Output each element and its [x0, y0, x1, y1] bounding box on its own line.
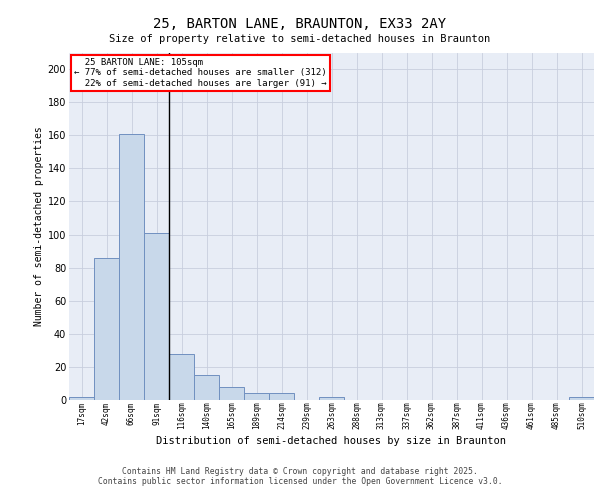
Text: Size of property relative to semi-detached houses in Braunton: Size of property relative to semi-detach… [109, 34, 491, 44]
Bar [244, 394, 269, 400]
Bar [94, 258, 119, 400]
Bar [269, 394, 294, 400]
Bar [194, 375, 219, 400]
Bar [144, 233, 169, 400]
Bar [319, 396, 344, 400]
Bar [219, 387, 244, 400]
Y-axis label: Number of semi-detached properties: Number of semi-detached properties [34, 126, 44, 326]
Bar [69, 396, 94, 400]
Text: 25, BARTON LANE, BRAUNTON, EX33 2AY: 25, BARTON LANE, BRAUNTON, EX33 2AY [154, 18, 446, 32]
Text: Contains HM Land Registry data © Crown copyright and database right 2025.: Contains HM Land Registry data © Crown c… [122, 467, 478, 476]
X-axis label: Distribution of semi-detached houses by size in Braunton: Distribution of semi-detached houses by … [157, 436, 506, 446]
Bar [169, 354, 194, 400]
Text: 25 BARTON LANE: 105sqm
← 77% of semi-detached houses are smaller (312)
  22% of : 25 BARTON LANE: 105sqm ← 77% of semi-det… [74, 58, 327, 88]
Text: Contains public sector information licensed under the Open Government Licence v3: Contains public sector information licen… [98, 477, 502, 486]
Bar [119, 134, 144, 400]
Bar [569, 396, 594, 400]
